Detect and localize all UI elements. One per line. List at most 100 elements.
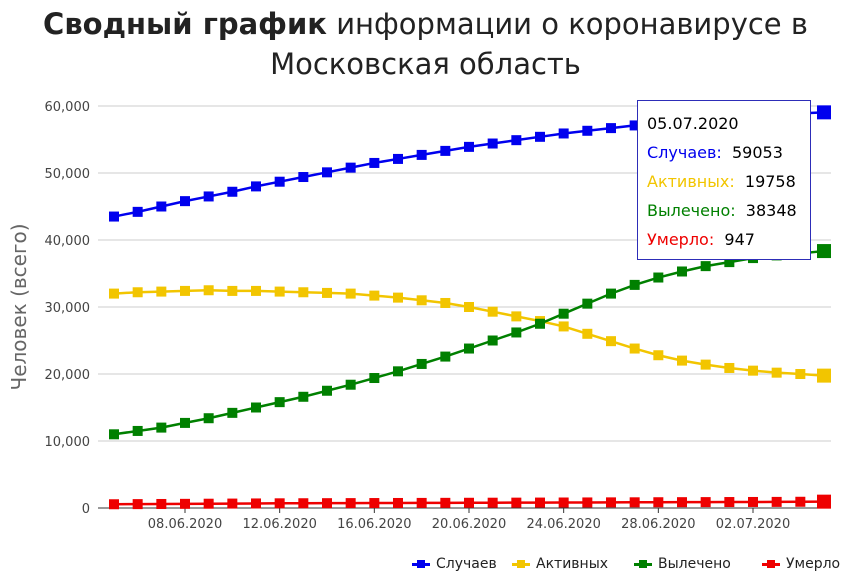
data-point xyxy=(629,120,640,131)
series-line xyxy=(113,249,825,436)
data-point xyxy=(535,497,545,508)
data-point xyxy=(203,285,214,296)
data-point xyxy=(817,244,831,259)
data-point xyxy=(274,286,285,297)
data-point xyxy=(180,417,190,428)
data-point xyxy=(558,497,569,508)
data-point xyxy=(416,149,427,160)
data-point xyxy=(298,172,309,183)
x-tick-label: 12.06.2020 xyxy=(242,517,316,532)
data-point xyxy=(274,176,285,187)
legend-item-recovered[interactable]: Вылечено xyxy=(634,556,731,572)
tooltip-row-cases: Случаев: 59053 xyxy=(647,138,810,167)
data-point xyxy=(440,297,451,308)
data-point xyxy=(322,167,332,178)
data-point xyxy=(203,191,214,202)
data-point xyxy=(464,302,474,312)
data-point xyxy=(109,429,119,440)
data-point xyxy=(416,358,427,369)
tooltip-deaths-label: Умерло: xyxy=(647,230,715,249)
data-point xyxy=(274,397,285,408)
title-line2: Московская область xyxy=(270,47,581,81)
tooltip-active-value: 19758 xyxy=(744,172,796,191)
data-point xyxy=(440,497,451,508)
data-point xyxy=(322,385,332,396)
legend-swatch-active xyxy=(512,559,530,568)
data-point xyxy=(369,373,380,384)
data-point xyxy=(653,272,664,283)
data-point xyxy=(132,499,143,510)
data-point xyxy=(464,497,474,508)
data-point xyxy=(606,497,616,508)
x-tick-label: 08.06.2020 xyxy=(148,517,222,532)
data-point xyxy=(771,367,782,378)
data-point xyxy=(227,186,238,197)
data-point xyxy=(369,498,380,509)
data-point xyxy=(700,359,711,370)
data-point xyxy=(298,287,309,298)
legend-item-active[interactable]: Активных xyxy=(512,556,608,572)
data-point xyxy=(345,498,356,509)
title-bold: Сводный график xyxy=(43,7,327,41)
data-point xyxy=(180,285,190,296)
legend-item-cases[interactable]: Случаев xyxy=(412,556,497,572)
data-point xyxy=(511,311,522,322)
x-tick-label: 20.06.2020 xyxy=(432,517,506,532)
data-point xyxy=(132,425,143,436)
y-tick-label: 0 xyxy=(82,502,90,517)
legend: Случаев Активных Вылечено Умерло xyxy=(0,556,851,576)
data-point xyxy=(180,498,190,509)
data-point xyxy=(393,366,403,377)
data-point xyxy=(487,497,498,508)
tooltip-recovered-value: 38348 xyxy=(745,201,797,220)
data-point xyxy=(653,350,664,361)
data-point xyxy=(251,285,261,296)
tooltip: 05.07.2020 Случаев: 59053 Активных: 1975… xyxy=(637,100,811,260)
y-tick-label: 10,000 xyxy=(45,435,91,450)
data-point xyxy=(227,285,238,296)
data-point xyxy=(795,369,806,379)
tooltip-deaths-value: 947 xyxy=(724,230,755,249)
data-point xyxy=(203,498,214,509)
data-point xyxy=(817,105,831,120)
tooltip-row-recovered: Вылечено: 38348 xyxy=(647,196,810,225)
data-point xyxy=(677,355,687,366)
data-point xyxy=(700,261,711,272)
data-point xyxy=(322,498,332,509)
data-point xyxy=(464,343,474,354)
x-tick-label: 28.06.2020 xyxy=(621,517,695,532)
tooltip-row-active: Активных: 19758 xyxy=(647,167,810,196)
data-point xyxy=(345,379,356,390)
data-point xyxy=(322,287,332,298)
tooltip-recovered-label: Вылечено: xyxy=(647,201,736,220)
data-point xyxy=(416,497,427,508)
legend-swatch-recovered xyxy=(634,559,652,568)
data-point xyxy=(629,343,640,354)
data-point xyxy=(393,292,403,303)
legend-label-cases: Случаев xyxy=(436,556,497,572)
tooltip-active-label: Активных: xyxy=(647,172,735,191)
data-point xyxy=(606,288,616,299)
data-point xyxy=(511,327,522,338)
legend-label-deaths: Умерло xyxy=(786,556,841,572)
tooltip-cases-value: 59053 xyxy=(731,143,783,162)
data-point xyxy=(511,497,522,508)
data-point xyxy=(677,266,687,277)
data-point xyxy=(251,181,261,192)
data-point xyxy=(203,413,214,424)
data-point xyxy=(558,128,569,139)
data-point xyxy=(298,391,309,402)
x-tick-label: 02.07.2020 xyxy=(716,517,790,532)
legend-swatch-deaths xyxy=(762,559,780,568)
legend-label-active: Активных xyxy=(536,556,609,572)
data-point xyxy=(558,321,569,332)
data-point xyxy=(511,135,522,146)
data-point xyxy=(345,162,356,173)
y-tick-label: 50,000 xyxy=(45,167,91,182)
data-point xyxy=(298,498,309,509)
data-point xyxy=(251,402,261,413)
legend-item-deaths[interactable]: Умерло xyxy=(762,556,840,572)
data-point xyxy=(345,288,356,299)
data-point xyxy=(440,145,451,156)
data-point xyxy=(582,497,593,508)
